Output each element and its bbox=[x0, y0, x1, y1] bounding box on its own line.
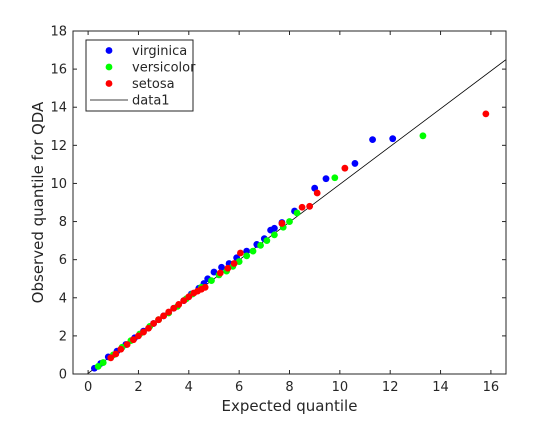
data-point-setosa bbox=[201, 283, 209, 291]
data-point-setosa bbox=[230, 260, 238, 267]
data-point-setosa bbox=[112, 350, 120, 358]
y-tick-label: 14 bbox=[50, 101, 67, 116]
data-point-versicolor bbox=[263, 237, 271, 245]
data-point-setosa bbox=[180, 297, 188, 305]
data-point-setosa bbox=[150, 320, 157, 327]
data-point-setosa bbox=[140, 328, 147, 336]
chart-marks bbox=[86, 59, 506, 374]
data-point-virginica bbox=[322, 175, 330, 183]
data-point-versicolor bbox=[99, 359, 107, 366]
data-point-versicolor bbox=[331, 174, 339, 182]
data-point-setosa bbox=[278, 220, 286, 227]
data-point-versicolor bbox=[270, 231, 278, 239]
data-point-setosa bbox=[237, 249, 244, 257]
data-point-setosa bbox=[185, 293, 193, 301]
data-point-virginica bbox=[389, 135, 397, 143]
data-point-setosa bbox=[145, 324, 152, 332]
data-point-versicolor bbox=[257, 241, 264, 249]
data-point-setosa bbox=[170, 304, 178, 312]
data-point-versicolor bbox=[286, 218, 293, 225]
x-tick-label: 6 bbox=[235, 380, 243, 395]
data-point-versicolor bbox=[293, 209, 301, 217]
x-tick-label: 12 bbox=[382, 380, 399, 395]
data-point-setosa bbox=[224, 264, 232, 272]
x-tick-label: 4 bbox=[185, 380, 193, 395]
data-point-virginica bbox=[369, 136, 376, 144]
data-point-setosa bbox=[135, 332, 142, 340]
data-point-versicolor bbox=[94, 362, 102, 370]
y-tick-label: 12 bbox=[50, 139, 67, 154]
y-tick-label: 6 bbox=[59, 253, 67, 268]
legend-marker-virginica bbox=[105, 47, 113, 54]
data-point-virginica bbox=[270, 224, 278, 232]
y-tick-label: 16 bbox=[50, 63, 67, 78]
y-tick-label: 2 bbox=[59, 329, 67, 344]
data-point-virginica bbox=[218, 263, 225, 271]
y-tick-label: 10 bbox=[50, 177, 67, 192]
data-point-setosa bbox=[482, 110, 490, 118]
series-setosa bbox=[107, 110, 490, 362]
y-tick-label: 8 bbox=[59, 215, 67, 230]
legend-marker-versicolor bbox=[105, 63, 113, 71]
data-point-setosa bbox=[216, 269, 224, 277]
legend-label: setosa bbox=[132, 77, 175, 92]
data-point-setosa bbox=[160, 312, 168, 320]
x-tick-label: 16 bbox=[483, 380, 500, 395]
data-point-setosa bbox=[117, 345, 125, 353]
data-point-versicolor bbox=[208, 277, 215, 285]
data-point-setosa bbox=[341, 164, 349, 172]
axis-ticks: 0 2 4 6 8 10 12 14 16 0 2 4 6 8 10 12 14 16 18 bbox=[50, 25, 506, 395]
x-tick-label: 14 bbox=[432, 380, 449, 395]
data-point-setosa bbox=[306, 202, 314, 210]
legend-box bbox=[85, 39, 194, 112]
data-point-setosa bbox=[123, 341, 131, 348]
data-point-setosa bbox=[298, 203, 306, 211]
x-tick-label: 8 bbox=[285, 380, 293, 395]
data-point-setosa bbox=[165, 308, 173, 316]
y-tick-label: 4 bbox=[59, 291, 67, 306]
data-point-versicolor bbox=[249, 247, 257, 255]
data-point-versicolor bbox=[419, 132, 427, 140]
y-axis-label: Observed quantile for QDA bbox=[29, 101, 47, 303]
y-tick-label: 18 bbox=[50, 25, 67, 40]
data-point-setosa bbox=[155, 316, 162, 324]
legend-label: virginica bbox=[132, 44, 187, 59]
data-point-virginica bbox=[243, 247, 251, 255]
data-point-setosa bbox=[130, 336, 137, 344]
x-tick-label: 2 bbox=[134, 380, 142, 395]
data-point-setosa bbox=[175, 301, 183, 308]
x-axis-label: Expected quantile bbox=[222, 397, 358, 415]
data-point-setosa bbox=[313, 189, 321, 197]
legend-label: versicolor bbox=[132, 61, 196, 76]
x-tick-label: 10 bbox=[332, 380, 349, 395]
legend-marker-setosa bbox=[105, 80, 113, 87]
data-point-setosa bbox=[107, 354, 115, 362]
data-point-virginica bbox=[210, 268, 218, 276]
data-point-virginica bbox=[351, 160, 359, 167]
data-point-versicolor bbox=[243, 252, 251, 260]
legend-label: data1 bbox=[132, 94, 170, 109]
y-tick-label: 0 bbox=[59, 368, 67, 383]
x-tick-label: 0 bbox=[84, 380, 92, 395]
